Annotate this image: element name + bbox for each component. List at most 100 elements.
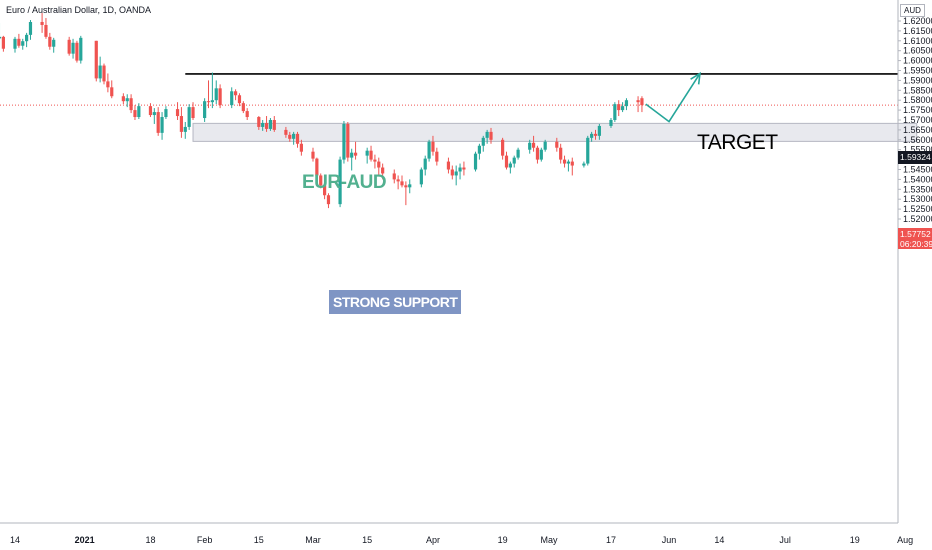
candle-body bbox=[535, 147, 540, 160]
candle bbox=[295, 131, 300, 148]
y-tick-label: 1.60500 bbox=[903, 46, 932, 56]
candle bbox=[206, 80, 211, 109]
x-tick-label: 15 bbox=[254, 535, 264, 545]
candle bbox=[508, 161, 512, 174]
candle-body bbox=[446, 161, 451, 170]
support-zone bbox=[192, 122, 918, 142]
candle bbox=[597, 123, 601, 140]
y-tick-label: 1.55500 bbox=[903, 145, 932, 155]
x-tick-label: 15 bbox=[362, 535, 372, 545]
candle-body bbox=[431, 141, 435, 152]
symbol-title[interactable]: Euro / Australian Dollar, 1D, OANDA bbox=[6, 5, 152, 15]
y-tick-label: 1.54500 bbox=[903, 165, 932, 175]
candle-body bbox=[489, 131, 493, 140]
candle bbox=[528, 139, 532, 154]
candle-body bbox=[435, 151, 439, 162]
candle-body bbox=[528, 142, 532, 150]
candle bbox=[1, 35, 5, 52]
candle bbox=[636, 96, 640, 113]
candle-body bbox=[110, 87, 114, 97]
candle-body bbox=[597, 125, 601, 136]
current-price-tag: 1.57752 06:20:39 bbox=[898, 228, 932, 249]
currency-label: AUD bbox=[900, 4, 925, 17]
candle-body bbox=[419, 169, 423, 185]
candle-body bbox=[609, 120, 613, 126]
candle-body bbox=[133, 110, 137, 118]
candle-body bbox=[299, 143, 303, 152]
candle-body bbox=[284, 129, 288, 135]
y-tick-label: 1.57500 bbox=[903, 105, 932, 115]
candle bbox=[257, 116, 261, 130]
candle bbox=[48, 32, 52, 50]
candle-body bbox=[125, 98, 129, 102]
current-price-value: 1.57752 bbox=[900, 229, 931, 239]
y-tick-label: 1.56000 bbox=[903, 135, 932, 145]
candle bbox=[67, 36, 71, 56]
candle-body bbox=[295, 133, 300, 144]
candle-body bbox=[102, 65, 106, 82]
candle-body bbox=[508, 163, 512, 168]
candle-body bbox=[160, 117, 164, 133]
candle bbox=[462, 161, 466, 176]
target-price-tag: 1.59324 bbox=[898, 151, 932, 164]
candle bbox=[315, 157, 319, 180]
candle bbox=[539, 147, 543, 162]
x-tick-label: Feb bbox=[197, 535, 213, 545]
y-tick-label: 1.61000 bbox=[903, 36, 932, 46]
candle bbox=[377, 157, 381, 176]
candle-body bbox=[543, 141, 547, 150]
candle bbox=[164, 106, 168, 120]
candle bbox=[79, 35, 83, 64]
candle bbox=[152, 108, 156, 124]
candle-body bbox=[164, 109, 168, 118]
candle bbox=[640, 96, 644, 113]
candle bbox=[40, 13, 44, 33]
candle-body bbox=[48, 36, 52, 47]
candle-body bbox=[98, 65, 102, 79]
candle-body bbox=[206, 101, 211, 103]
y-tick-label: 1.57000 bbox=[903, 115, 932, 125]
candle bbox=[52, 37, 56, 53]
candle-body bbox=[319, 175, 323, 186]
candle-body bbox=[400, 181, 404, 186]
candle bbox=[203, 98, 207, 122]
candle-body bbox=[590, 133, 594, 138]
candle bbox=[187, 104, 191, 130]
candle-body bbox=[516, 149, 520, 158]
candle bbox=[485, 129, 489, 144]
candle-body bbox=[617, 104, 621, 111]
candle-body bbox=[187, 107, 191, 127]
candle bbox=[559, 143, 563, 164]
candle bbox=[586, 135, 590, 166]
candle bbox=[566, 159, 571, 172]
candle-body bbox=[369, 150, 373, 160]
candle-body bbox=[377, 161, 381, 168]
candle-body bbox=[539, 149, 543, 160]
candle bbox=[346, 121, 350, 162]
candle bbox=[404, 181, 408, 206]
candle bbox=[98, 56, 102, 83]
candle bbox=[423, 155, 427, 176]
candle-body bbox=[481, 137, 485, 146]
candle bbox=[241, 101, 245, 114]
candle-body bbox=[261, 122, 265, 127]
candle bbox=[501, 137, 505, 160]
y-tick-label: 1.61500 bbox=[903, 26, 932, 36]
candle bbox=[396, 175, 400, 190]
candle-body bbox=[593, 133, 598, 136]
candle-body bbox=[501, 139, 505, 156]
candle bbox=[535, 145, 540, 164]
candle-body bbox=[338, 159, 342, 205]
candle bbox=[350, 148, 354, 171]
candle-body bbox=[454, 171, 458, 176]
candle-body bbox=[148, 106, 153, 116]
candle bbox=[28, 20, 33, 40]
candle-body bbox=[586, 137, 590, 164]
candle bbox=[133, 105, 137, 120]
candle-body bbox=[230, 91, 234, 106]
candle-body bbox=[559, 147, 563, 160]
candle-body bbox=[179, 116, 184, 132]
candle-body bbox=[350, 152, 354, 158]
